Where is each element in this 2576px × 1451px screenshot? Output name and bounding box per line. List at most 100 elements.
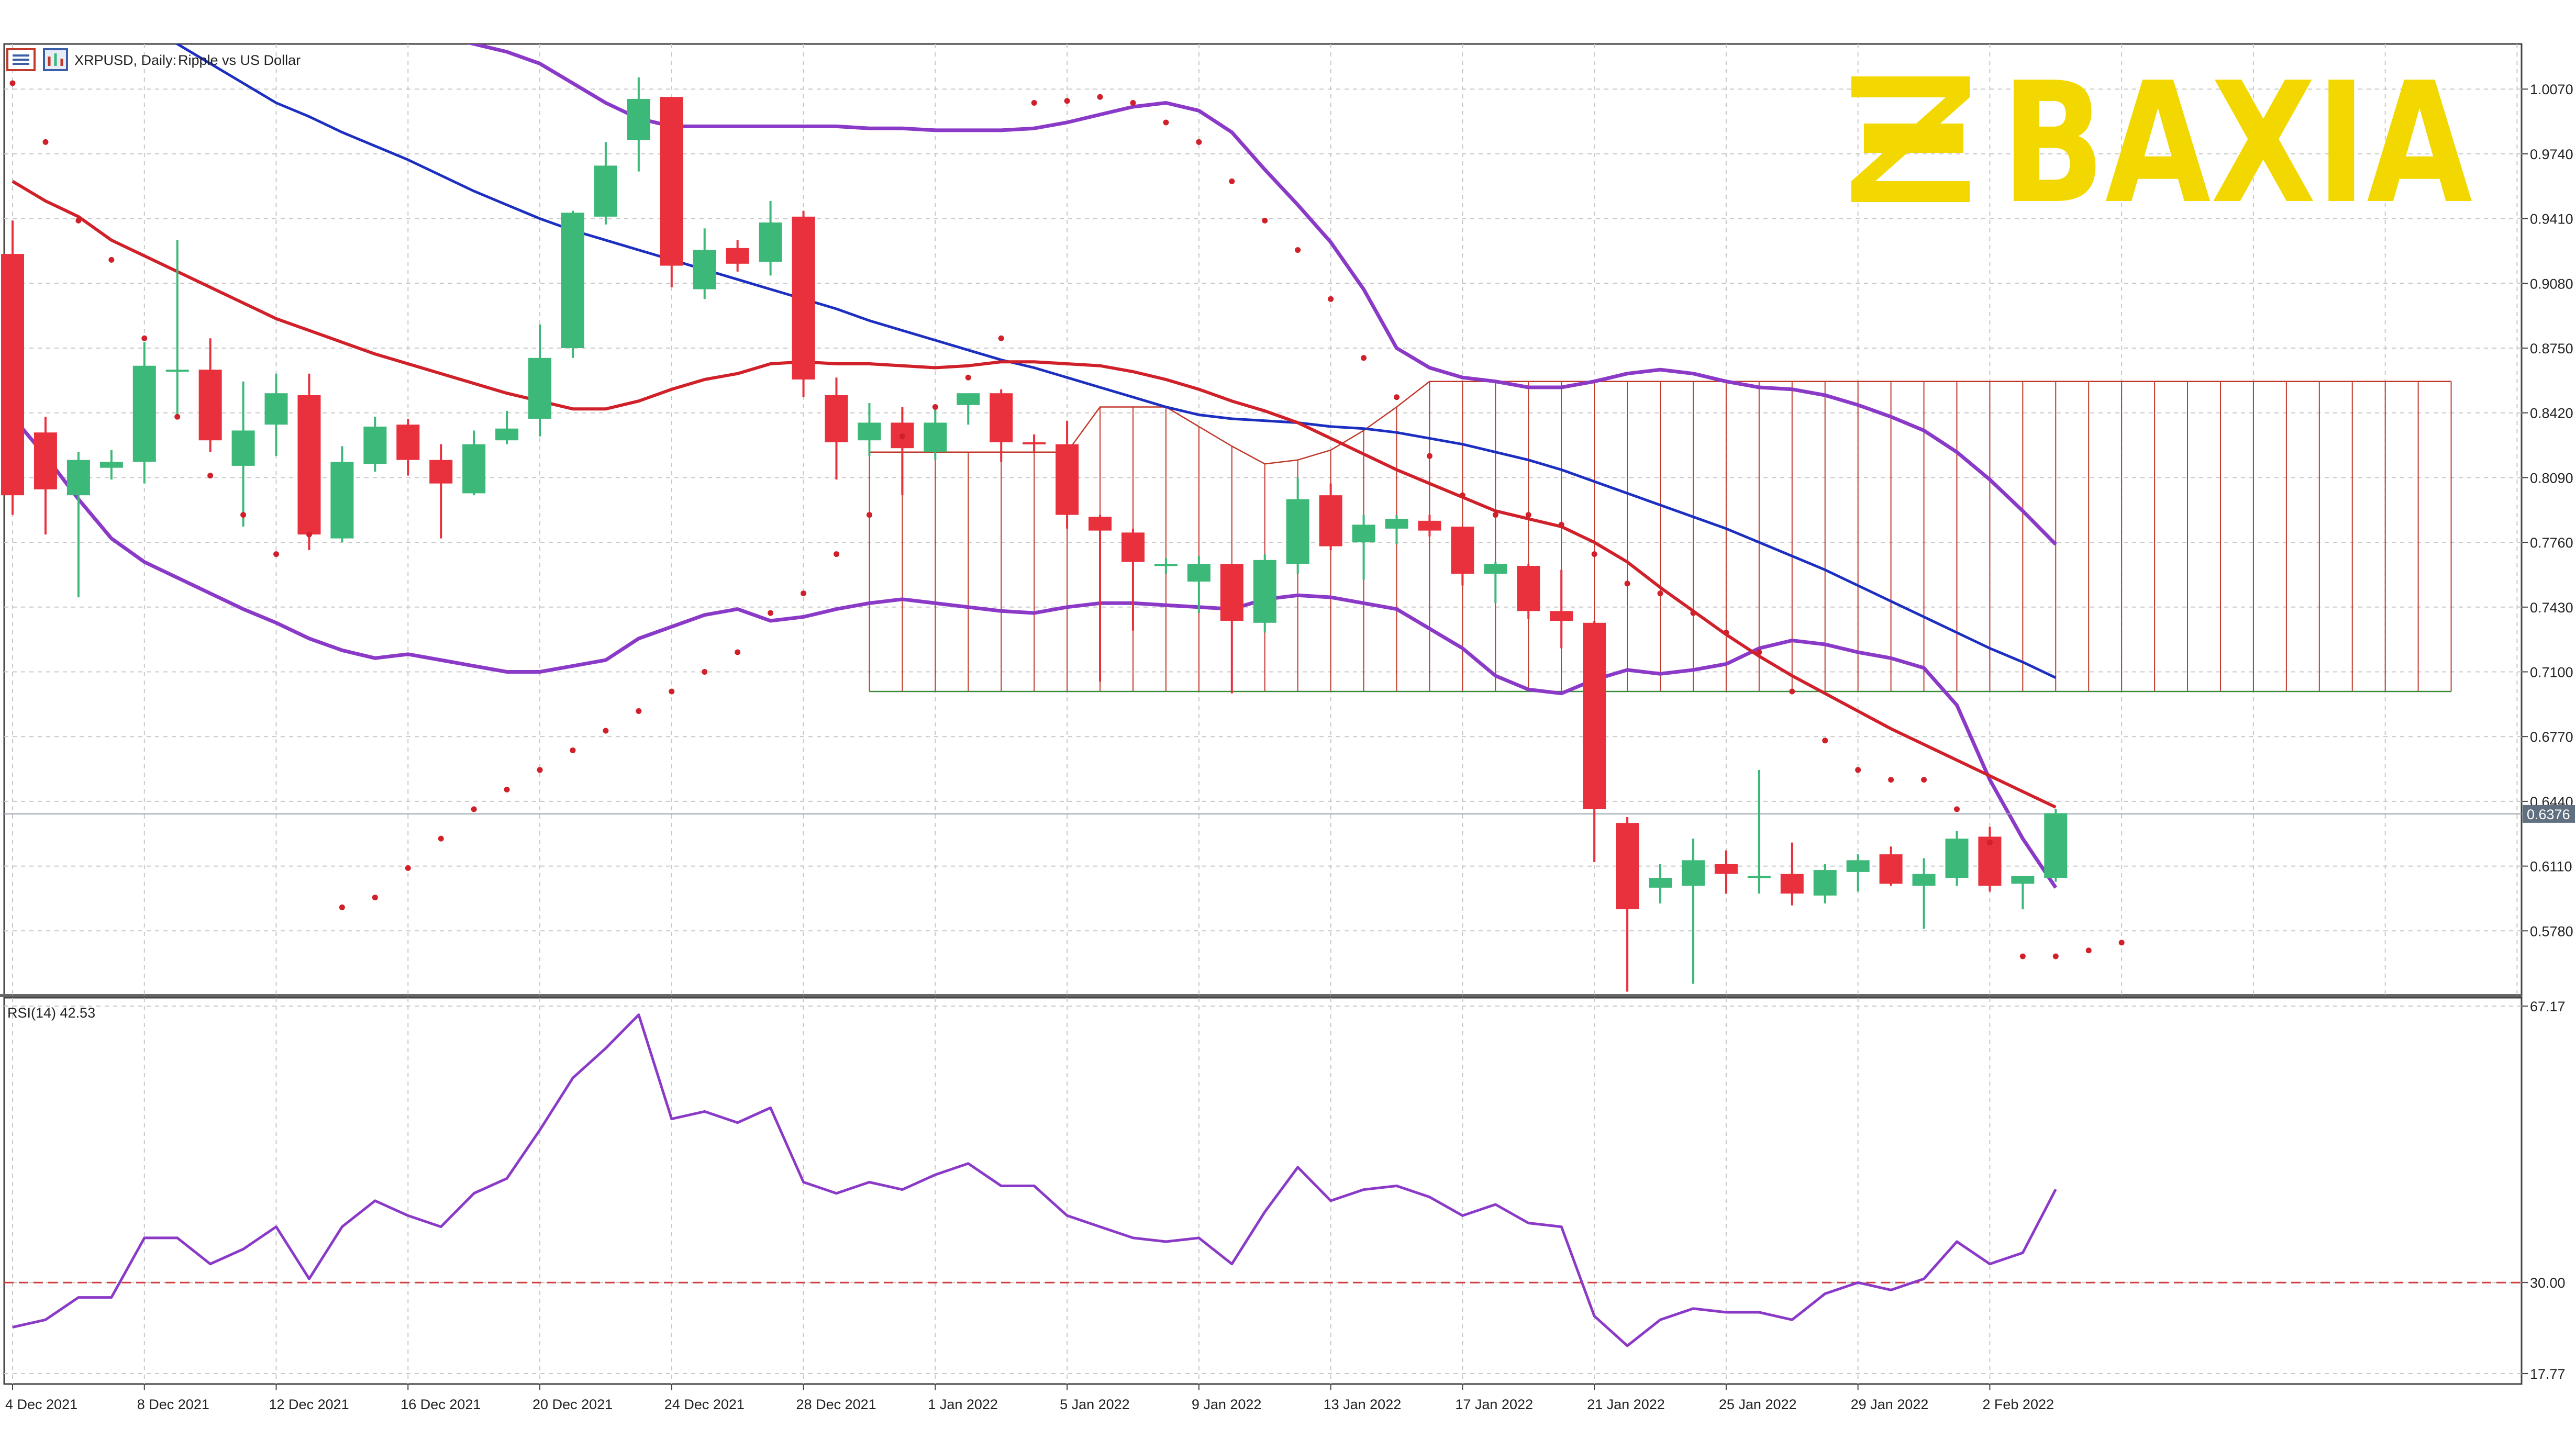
sar-dot: [932, 404, 938, 410]
sar-dot: [1229, 178, 1235, 184]
parabolic-sar: [9, 80, 2125, 959]
sar-dot: [207, 473, 214, 479]
y-tick-label: 0.5780: [2530, 923, 2573, 939]
x-tick-label: 25 Jan 2022: [1719, 1397, 1797, 1412]
sar-dot: [2085, 947, 2092, 954]
candle: [1550, 570, 1573, 649]
candle: [1253, 554, 1276, 633]
candle-body: [594, 165, 617, 217]
y-tick-label: 0.7430: [2530, 600, 2573, 616]
sar-dot: [174, 414, 181, 420]
x-tick-label: 24 Dec 2021: [664, 1397, 745, 1412]
candle-body: [1616, 823, 1639, 910]
candle-body: [495, 428, 519, 441]
candle: [561, 210, 584, 358]
grid: [4, 44, 2522, 1384]
candle: [429, 444, 453, 539]
candle: [924, 409, 947, 460]
baxia-logo: BAXIA: [1851, 47, 2473, 240]
sar-dot: [866, 512, 872, 518]
x-tick-label: 2 Feb 2022: [1982, 1397, 2054, 1412]
candle: [1121, 528, 1145, 631]
candle: [330, 446, 354, 543]
candle-body: [1385, 519, 1408, 529]
current-price-label: 0.6376: [2527, 807, 2570, 822]
sar-dot: [899, 433, 905, 440]
x-tick-label: 29 Jan 2022: [1851, 1397, 1929, 1412]
sar-dot: [1492, 512, 1498, 518]
baxia-wordmark: BAXIA: [2001, 47, 2473, 240]
sar-dot: [537, 767, 543, 773]
sar-dot: [1031, 99, 1037, 106]
candle-body: [1912, 874, 1936, 886]
candle: [1649, 864, 1672, 903]
sar-dot: [768, 610, 774, 616]
y-tick-label: 0.7760: [2530, 535, 2573, 551]
candle: [1616, 817, 1639, 992]
sar-dot: [42, 139, 49, 145]
x-tick-label: 4 Dec 2021: [5, 1397, 77, 1412]
sar-dot: [1723, 630, 1729, 636]
candle: [66, 452, 90, 598]
candle-body: [34, 432, 57, 489]
candle: [759, 200, 782, 276]
candle-body: [990, 393, 1013, 442]
y-tick-label: 0.8420: [2530, 406, 2573, 421]
sar-dot: [1525, 512, 1531, 518]
candle: [297, 373, 321, 551]
candle: [1714, 850, 1738, 894]
sar-dot: [438, 835, 444, 842]
candle: [1, 220, 24, 515]
sar-dot: [306, 531, 312, 538]
x-tick-label: 20 Dec 2021: [532, 1397, 613, 1412]
candle: [891, 407, 914, 496]
sar-dot: [2118, 940, 2125, 946]
candle-body: [132, 365, 156, 462]
candle-body: [1089, 517, 1112, 531]
candle-body: [1418, 520, 1441, 531]
sar-dot: [273, 551, 280, 557]
rsi-y-tick-label: 67.17: [2530, 999, 2566, 1014]
candle: [792, 210, 815, 397]
candle: [1879, 846, 1903, 886]
candle-body: [396, 425, 420, 460]
candle: [1451, 527, 1474, 586]
sar-dot: [1789, 688, 1795, 695]
candle-body: [561, 213, 584, 349]
sar-dot: [603, 728, 609, 734]
sar-dot: [1459, 492, 1465, 498]
candle: [1945, 831, 1969, 886]
sar-dot: [1624, 581, 1630, 587]
candle: [462, 430, 486, 496]
sar-dot: [9, 80, 16, 86]
candle-body: [957, 393, 980, 405]
rsi-y-tick-label: 30.00: [2530, 1275, 2566, 1291]
y-tick-label: 0.8750: [2530, 341, 2573, 356]
sar-dot: [1690, 610, 1696, 616]
sar-dot: [1196, 139, 1202, 145]
sar-dot: [834, 551, 839, 557]
candle: [1747, 769, 1771, 894]
toolbar-menu-icon[interactable]: [6, 48, 36, 71]
candle: [495, 410, 519, 444]
sar-dot: [1262, 217, 1268, 224]
sar-dot: [405, 865, 411, 871]
sar-dot: [1361, 355, 1367, 361]
candle: [1056, 420, 1079, 529]
y-tick-label: 0.9410: [2530, 211, 2573, 227]
baxia-mark-icon: [1851, 76, 1970, 202]
candle-body: [1253, 560, 1276, 623]
sar-dot: [372, 895, 378, 901]
candle: [1813, 864, 1837, 903]
candle: [1352, 515, 1375, 580]
rsi-pane: [4, 1013, 2522, 1347]
x-tick-label: 9 Jan 2022: [1192, 1397, 1262, 1412]
candle-body: [1550, 611, 1573, 621]
candle: [726, 240, 749, 272]
y-tick-label: 0.9080: [2530, 276, 2573, 292]
candle: [1286, 477, 1309, 574]
sar-dot: [1064, 98, 1070, 104]
sar-dot: [1756, 649, 1762, 655]
sar-dot: [1558, 521, 1564, 528]
